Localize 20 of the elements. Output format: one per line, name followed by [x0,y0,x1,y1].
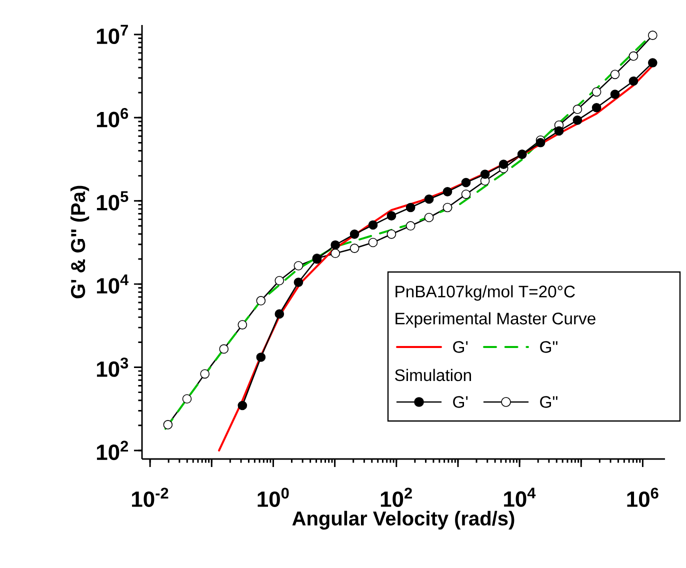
x-tick-label: 10$^{4}$ [504,488,536,507]
y-tick-label: 10$^{3}$ [96,358,128,377]
legend-title: PnBA107kg/mol T=20°C [396,285,575,301]
legend-label: G" [540,396,558,408]
annotation: Experimental Master Curve [396,312,596,328]
y-axis-title: G' & G" (Pa) [70,186,90,298]
annotation: Simulation [395,368,471,382]
x-tick-label: 10$^{-2}$ [132,488,168,508]
x-axis-title: Angular Velocity (rad/s) [292,510,514,530]
y-tick-label: 10$^{7}$ [96,24,128,44]
x-tick-label: 10$^{6}$ [627,488,658,508]
y-tick-label: 10$^{2}$ [96,440,128,460]
legend-label: G' [453,341,468,353]
legend-label: G" [540,341,558,353]
y-tick-label: 10$^{6}$ [96,108,128,128]
y-tick-label: 10$^{5}$ [96,191,128,210]
x-tick-label: 10$^{0}$ [258,488,289,508]
x-tick-label: 10$^{2}$ [380,488,412,508]
legend-label: G' [453,396,468,408]
y-tick-label: 10$^{4}$ [96,274,129,294]
